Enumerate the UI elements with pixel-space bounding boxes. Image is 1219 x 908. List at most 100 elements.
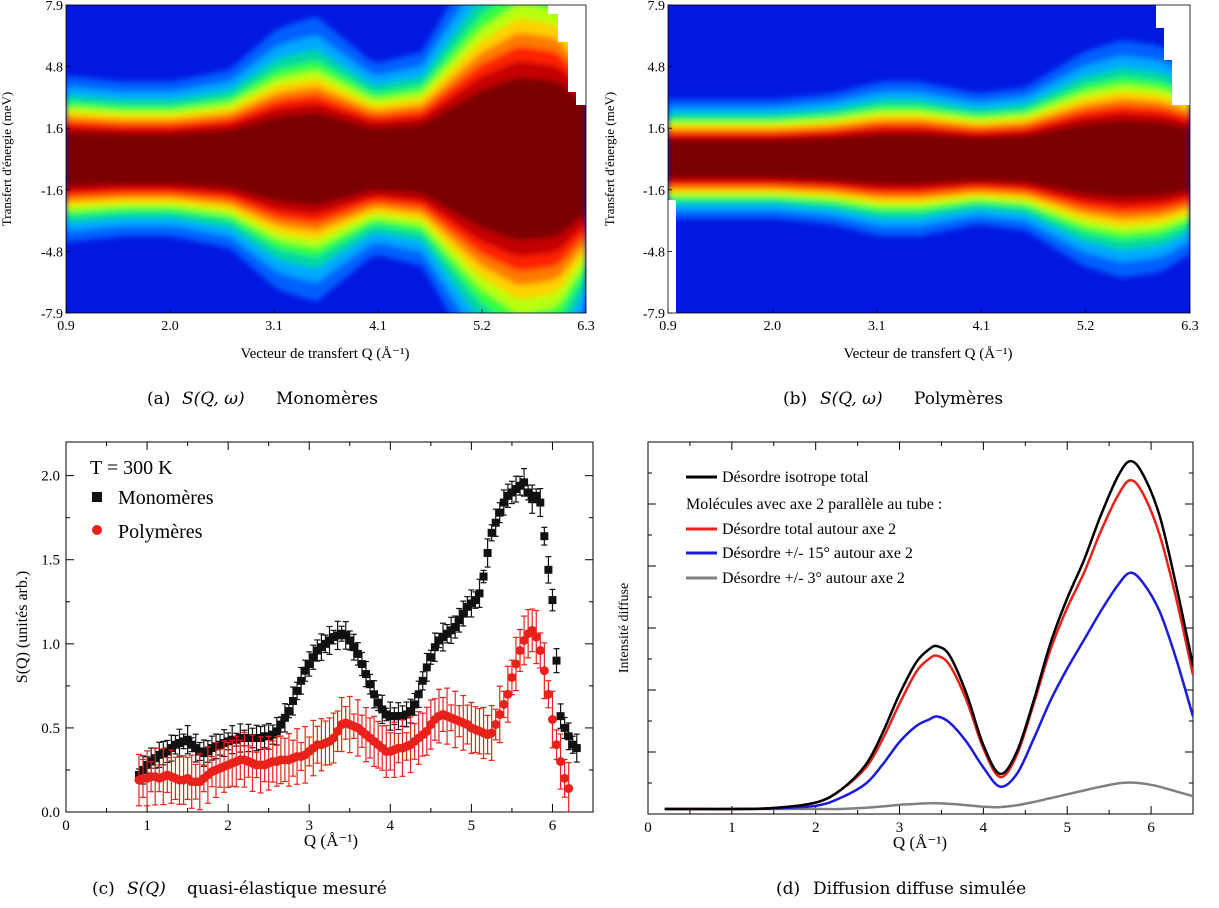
point-monomer xyxy=(333,631,342,640)
y-tick-label: 1.6 xyxy=(46,122,64,137)
point-monomer xyxy=(467,599,476,608)
y-tick-label: 0.0 xyxy=(41,805,60,821)
y-tick-label: -7.9 xyxy=(643,307,665,322)
x-tick-label: 6.3 xyxy=(1181,319,1199,334)
panel-c-ticks: 0 1 2 3 4 5 6 0.0 0.5 1.0 1.5 2.0 xyxy=(41,442,594,834)
point-monomer xyxy=(301,666,310,675)
point-polymer xyxy=(560,773,570,783)
legend-label-15deg: Désordre +/- 15° autour axe 2 xyxy=(722,545,913,562)
y-tick-label: -4.8 xyxy=(643,245,665,260)
point-polymer xyxy=(547,715,557,724)
y-tick-label: -1.6 xyxy=(643,184,665,199)
point-polymer xyxy=(495,709,505,719)
x-tick-label: 5.2 xyxy=(1077,319,1095,334)
point-monomer xyxy=(483,549,492,557)
panel-b-frame xyxy=(667,4,1191,314)
point-monomer xyxy=(268,730,277,739)
panel-d-ticks: 0 1 2 3 4 5 6 xyxy=(644,441,1194,836)
point-monomer xyxy=(382,710,391,719)
point-monomer xyxy=(560,723,569,732)
x-tick-label: 1 xyxy=(143,818,151,834)
point-polymer xyxy=(556,757,566,767)
y-tick-label: 7.9 xyxy=(46,0,64,14)
point-monomer xyxy=(418,676,427,685)
point-monomer xyxy=(568,740,577,749)
point-monomer xyxy=(183,735,192,744)
point-monomer xyxy=(520,478,529,487)
point-monomer xyxy=(499,498,508,507)
heatmap-band xyxy=(66,77,586,241)
point-monomer xyxy=(353,649,362,658)
panel-b-caption: (b) S(Q, ω) Polymères xyxy=(783,389,1003,409)
x-tick-label: 4 xyxy=(387,818,395,834)
panel-c-caption-prefix: (c) xyxy=(92,879,115,899)
no-data-region xyxy=(1156,5,1190,105)
panel-b-plot-area xyxy=(668,5,1190,313)
point-polymer xyxy=(539,666,549,676)
point-monomer xyxy=(479,572,488,581)
x-tick-label: 5.2 xyxy=(473,319,491,334)
x-tick-label: 6.3 xyxy=(577,319,595,334)
point-monomer xyxy=(370,690,379,699)
point-monomer xyxy=(548,596,557,605)
panel-b-ticks: 0.9 2.0 3.1 4.1 5.2 6.3 7.9 4.8 1.6 -1.6 -4.8 -7.9 xyxy=(643,0,1199,334)
x-tick-label: 0 xyxy=(62,818,70,834)
point-monomer xyxy=(406,707,415,716)
point-monomer xyxy=(524,488,533,497)
y-tick-label: 2.0 xyxy=(41,469,60,485)
point-monomer xyxy=(236,734,245,742)
panel-d-caption-prefix: (d) xyxy=(776,879,800,899)
point-polymer xyxy=(531,632,541,642)
point-monomer xyxy=(199,749,208,758)
curve-isotrope xyxy=(664,459,1193,811)
point-monomer xyxy=(507,488,516,497)
point-monomer xyxy=(532,491,541,500)
point-monomer xyxy=(386,712,395,721)
heatmap-bands xyxy=(668,40,1190,278)
panel-b-caption-text: Polymères xyxy=(914,389,1003,409)
point-monomer xyxy=(414,690,423,699)
point-monomer xyxy=(345,636,354,645)
point-monomer xyxy=(544,565,553,574)
panel-c-ylabel: S(Q) (unités arb.) xyxy=(14,571,31,683)
x-tick-label: 3 xyxy=(305,818,313,834)
panel-d-xlabel: Q (Å⁻¹) xyxy=(893,833,947,852)
point-polymer xyxy=(329,733,339,743)
point-monomer xyxy=(410,700,419,709)
point-monomer xyxy=(463,602,472,611)
x-tick-label: 3.1 xyxy=(868,319,886,334)
point-monomer xyxy=(455,616,464,625)
point-monomer xyxy=(272,727,281,736)
x-tick-label: 0 xyxy=(644,820,652,836)
point-monomer xyxy=(361,670,370,679)
point-monomer xyxy=(313,646,322,655)
point-polymer xyxy=(503,689,513,699)
point-monomer xyxy=(244,734,253,742)
x-tick-label: 6 xyxy=(1147,820,1155,836)
point-monomer xyxy=(329,633,338,642)
panel-d-legend: Désordre isotrope total Molécules avec a… xyxy=(686,469,942,587)
point-monomer xyxy=(487,528,496,537)
panel-d-lines: 0 1 2 3 4 5 6 Intensité diffuse Q (Å⁻¹) Désord… xyxy=(617,441,1194,899)
point-polymer xyxy=(507,672,517,682)
point-monomer xyxy=(357,660,366,668)
point-monomer xyxy=(398,712,407,721)
point-monomer xyxy=(293,686,302,695)
point-monomer xyxy=(337,629,346,638)
point-monomer xyxy=(195,747,204,756)
point-monomer xyxy=(459,609,468,618)
x-tick-label: 5 xyxy=(1063,820,1071,836)
point-monomer xyxy=(297,676,306,685)
legend-label-3deg: Désordre +/- 3° autour axe 2 xyxy=(722,570,905,587)
point-monomer xyxy=(556,712,565,721)
panel-b-heatmap: 0.9 2.0 3.1 4.1 5.2 6.37.94.81.6-1.6-4.8-7.9 … xyxy=(602,0,1199,409)
panel-c-caption-text: quasi-élastique mesuré xyxy=(187,879,387,899)
point-monomer xyxy=(451,623,460,631)
point-monomer xyxy=(447,626,456,635)
point-polymer xyxy=(527,625,537,635)
legend-marker-monomer xyxy=(92,492,102,502)
panel-d-plot-area xyxy=(664,459,1193,811)
point-monomer xyxy=(280,713,289,722)
panel-b-caption-math: S(Q, ω) xyxy=(820,389,883,409)
point-polymer xyxy=(543,689,553,699)
